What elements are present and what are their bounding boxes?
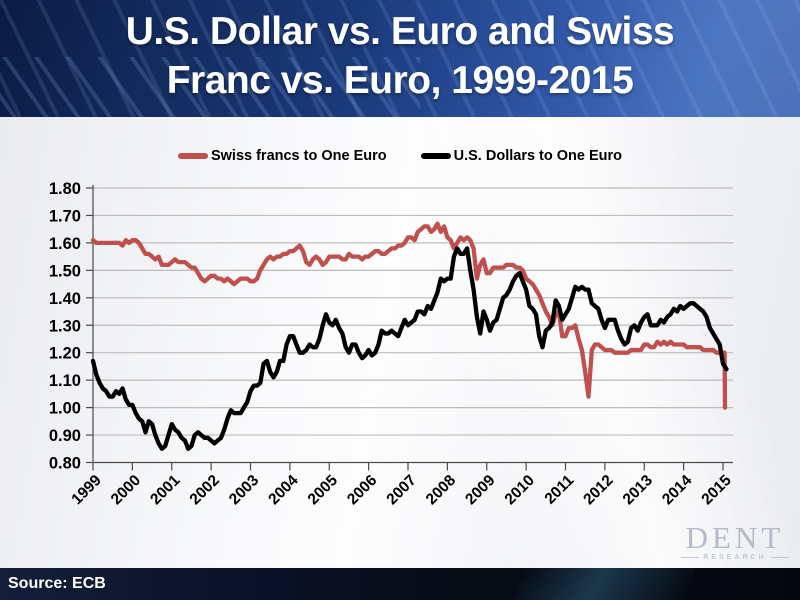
svg-text:1.40: 1.40 [49,290,81,308]
svg-text:1.60: 1.60 [49,235,81,253]
svg-text:2003: 2003 [226,472,263,509]
slide-title-line-1: U.S. Dollar vs. Euro and Swiss [125,10,675,53]
svg-text:0.90: 0.90 [49,427,81,445]
svg-text:1.80: 1.80 [49,180,81,198]
us-dollar-line-marker [420,153,451,159]
svg-text:2001: 2001 [147,472,184,509]
slide-title-line-2: Franc vs. Euro, 1999-2015 [166,59,634,102]
svg-text:1.30: 1.30 [49,317,81,335]
svg-text:2009: 2009 [462,472,499,509]
svg-text:1.50: 1.50 [49,262,81,280]
svg-text:2013: 2013 [620,472,657,509]
svg-text:2006: 2006 [344,472,381,509]
svg-text:2002: 2002 [187,472,223,508]
source-label: Source: ECB [8,575,106,592]
title-background-streaks-left [0,57,420,117]
svg-text:2008: 2008 [423,472,460,509]
svg-text:1.20: 1.20 [49,345,81,363]
legend-item-us-dollar: U.S. Dollars to One Euro [420,148,623,164]
svg-text:2005: 2005 [305,472,342,509]
svg-text:1.00: 1.00 [49,400,81,418]
slide-title: U.S. Dollar vs. Euro and Swiss Franc vs.… [0,0,800,105]
svg-text:2012: 2012 [580,472,616,508]
footer-band: Source: ECB [0,568,800,600]
svg-text:2010: 2010 [502,472,538,508]
legend-label-us-dollar: U.S. Dollars to One Euro [453,148,623,164]
svg-text:2015: 2015 [698,472,735,509]
svg-text:0.80: 0.80 [49,455,81,473]
svg-text:2011: 2011 [542,472,578,508]
svg-text:1.70: 1.70 [49,207,81,225]
svg-text:2000: 2000 [108,472,144,508]
swiss-franc-line-marker [177,153,208,159]
svg-text:2014: 2014 [659,472,696,509]
title-band: U.S. Dollar vs. Euro and Swiss Franc vs.… [0,0,800,117]
svg-text:2004: 2004 [265,472,302,509]
legend-item-swiss-franc: Swiss francs to One Euro [177,148,387,164]
svg-text:2007: 2007 [383,472,419,508]
chart-legend: Swiss francs to One Euro U.S. Dollars to… [0,146,800,166]
legend-label-swiss-franc: Swiss francs to One Euro [210,148,387,164]
svg-text:1.10: 1.10 [49,372,81,390]
title-background-streaks-right [0,0,800,117]
svg-text:1999: 1999 [68,472,105,509]
